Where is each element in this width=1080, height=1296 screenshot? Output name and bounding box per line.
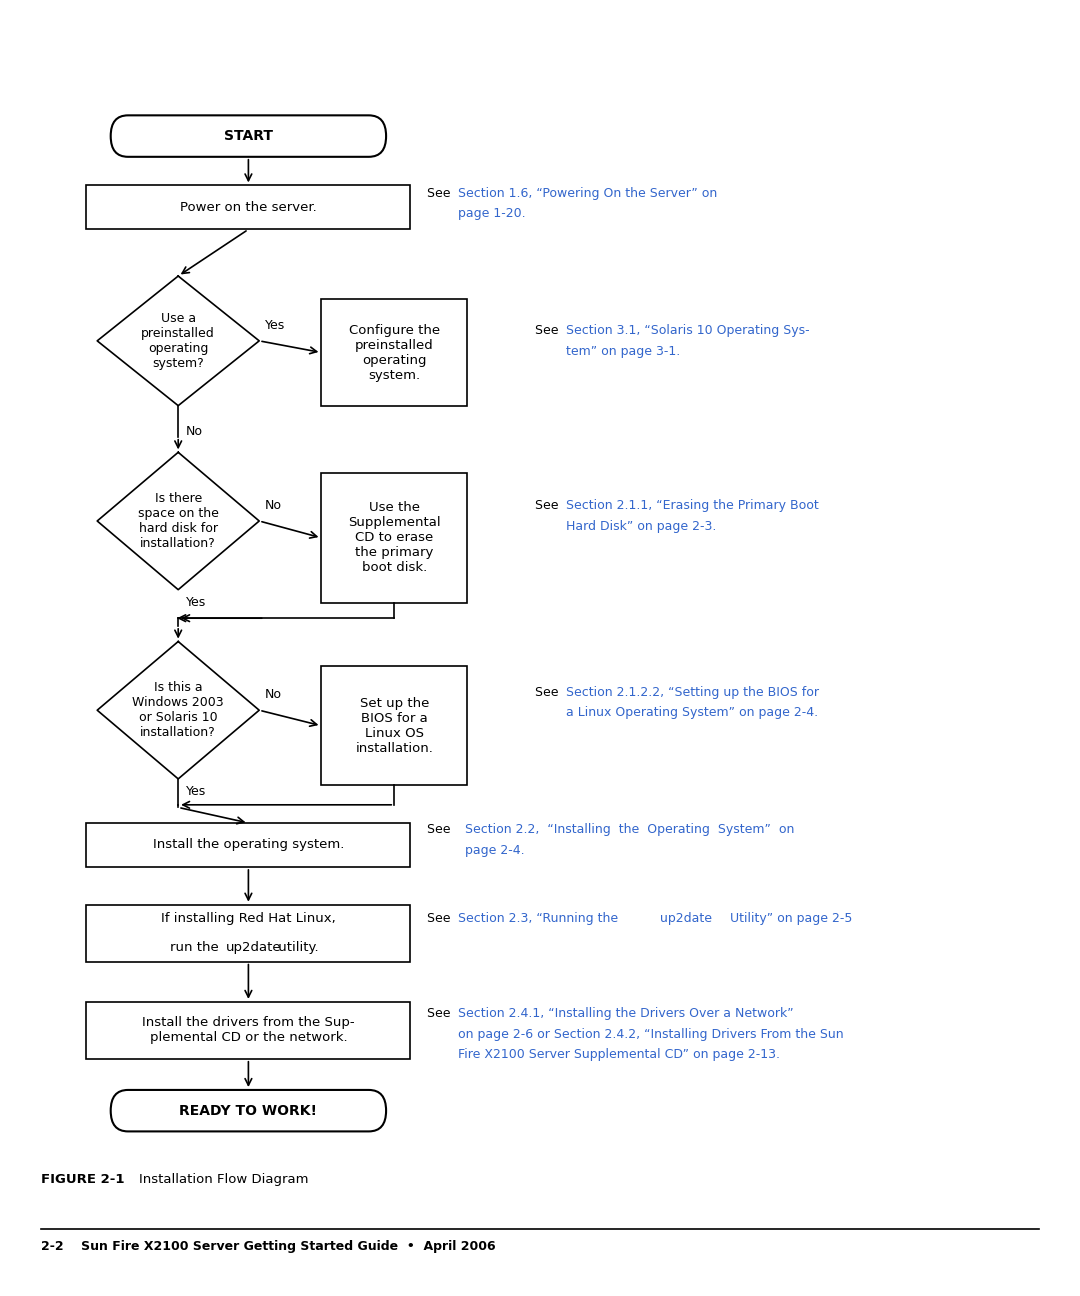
FancyBboxPatch shape xyxy=(322,299,468,406)
Text: Section 2.1.2.2, “Setting up the BIOS for: Section 2.1.2.2, “Setting up the BIOS fo… xyxy=(566,686,819,699)
Text: See: See xyxy=(535,324,562,337)
Polygon shape xyxy=(97,452,259,590)
Text: FIGURE 2-1: FIGURE 2-1 xyxy=(41,1173,124,1186)
Text: No: No xyxy=(186,425,203,438)
Text: Use a
preinstalled
operating
system?: Use a preinstalled operating system? xyxy=(141,312,215,369)
FancyBboxPatch shape xyxy=(322,473,468,603)
Text: Section 2.3, “Running the: Section 2.3, “Running the xyxy=(458,912,622,925)
Text: Power on the server.: Power on the server. xyxy=(180,201,316,214)
Text: Utility” on page 2-5: Utility” on page 2-5 xyxy=(727,912,853,925)
Text: Set up the
BIOS for a
Linux OS
installation.: Set up the BIOS for a Linux OS installat… xyxy=(355,697,433,754)
Text: page 2-4.: page 2-4. xyxy=(465,844,525,857)
Polygon shape xyxy=(97,642,259,779)
Text: page 1-20.: page 1-20. xyxy=(458,207,525,220)
FancyBboxPatch shape xyxy=(322,666,468,785)
Text: Section 2.4.1, “Installing the Drivers Over a Network”: Section 2.4.1, “Installing the Drivers O… xyxy=(458,1007,794,1020)
Text: See: See xyxy=(427,1007,454,1020)
Text: No: No xyxy=(265,499,282,512)
Text: Install the drivers from the Sup-
plemental CD or the network.: Install the drivers from the Sup- plemen… xyxy=(143,1016,354,1045)
Text: Hard Disk” on page 2-3.: Hard Disk” on page 2-3. xyxy=(566,520,716,533)
Text: up2date: up2date xyxy=(227,941,282,954)
FancyBboxPatch shape xyxy=(86,905,410,962)
Text: tem” on page 3-1.: tem” on page 3-1. xyxy=(566,345,680,358)
Text: utility.: utility. xyxy=(274,941,319,954)
Text: See: See xyxy=(535,686,562,699)
Text: on page 2-6 or Section 2.4.2, “Installing Drivers From the Sun: on page 2-6 or Section 2.4.2, “Installin… xyxy=(458,1028,843,1041)
FancyBboxPatch shape xyxy=(86,185,410,229)
Text: Fire X2100 Server Supplemental CD” on page 2-13.: Fire X2100 Server Supplemental CD” on pa… xyxy=(458,1048,780,1061)
Text: READY TO WORK!: READY TO WORK! xyxy=(179,1104,318,1117)
Text: No: No xyxy=(265,688,282,701)
Text: Yes: Yes xyxy=(186,785,206,798)
Text: See: See xyxy=(535,499,562,512)
Text: Section 2.2,  “Installing  the  Operating  System”  on: Section 2.2, “Installing the Operating S… xyxy=(465,823,795,836)
Text: run the: run the xyxy=(171,941,224,954)
Text: Section 1.6, “Powering On the Server” on: Section 1.6, “Powering On the Server” on xyxy=(458,187,717,200)
Text: If installing Red Hat Linux,: If installing Red Hat Linux, xyxy=(161,912,336,925)
FancyBboxPatch shape xyxy=(86,1002,410,1059)
Text: START: START xyxy=(224,130,273,143)
Text: See: See xyxy=(427,823,458,836)
Text: Section 3.1, “Solaris 10 Operating Sys-: Section 3.1, “Solaris 10 Operating Sys- xyxy=(566,324,809,337)
Text: Use the
Supplemental
CD to erase
the primary
boot disk.: Use the Supplemental CD to erase the pri… xyxy=(348,502,441,574)
Text: 2-2    Sun Fire X2100 Server Getting Started Guide  •  April 2006: 2-2 Sun Fire X2100 Server Getting Starte… xyxy=(41,1240,496,1253)
Text: Is there
space on the
hard disk for
installation?: Is there space on the hard disk for inst… xyxy=(138,492,218,550)
Text: a Linux Operating System” on page 2-4.: a Linux Operating System” on page 2-4. xyxy=(566,706,818,719)
FancyBboxPatch shape xyxy=(111,1090,387,1131)
Text: up2date: up2date xyxy=(660,912,712,925)
Polygon shape xyxy=(97,276,259,406)
Text: Install the operating system.: Install the operating system. xyxy=(152,839,345,851)
Text: Yes: Yes xyxy=(265,319,285,332)
Text: Yes: Yes xyxy=(186,596,206,609)
FancyBboxPatch shape xyxy=(86,823,410,867)
FancyBboxPatch shape xyxy=(111,115,387,157)
Text: Configure the
preinstalled
operating
system.: Configure the preinstalled operating sys… xyxy=(349,324,440,381)
Text: See: See xyxy=(427,912,454,925)
Text: Section 2.1.1, “Erasing the Primary Boot: Section 2.1.1, “Erasing the Primary Boot xyxy=(566,499,819,512)
Text: Installation Flow Diagram: Installation Flow Diagram xyxy=(122,1173,309,1186)
Text: Is this a
Windows 2003
or Solaris 10
installation?: Is this a Windows 2003 or Solaris 10 ins… xyxy=(133,682,224,739)
Text: See: See xyxy=(427,187,454,200)
